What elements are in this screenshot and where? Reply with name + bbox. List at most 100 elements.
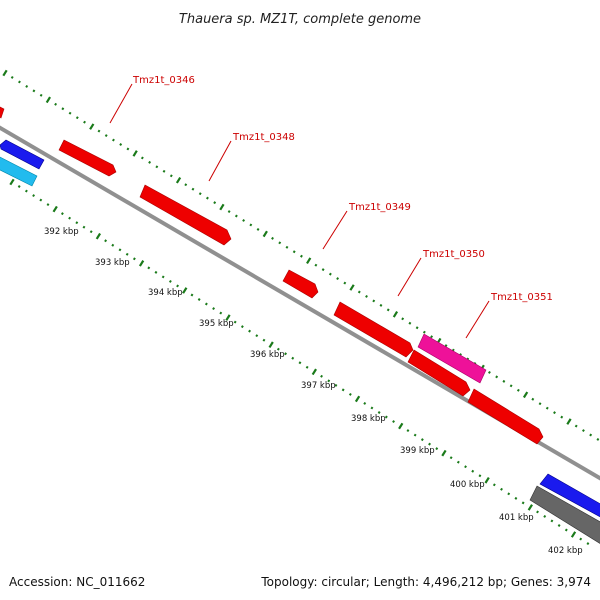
scale-major-tick [9,178,15,186]
scale-major-tick [2,69,8,77]
scale-minor-tick [386,308,390,312]
scale-minor-tick [148,160,152,164]
scale-minor-tick [370,406,374,410]
scale-minor-tick [464,465,467,469]
scale-minor-tick [363,401,367,405]
gene-leader-lines [109,83,490,339]
scale-minor-tick [509,384,513,388]
scale-minor-tick [336,277,340,281]
gene-feature-blue[interactable] [539,473,600,519]
scale-minor-tick [334,383,338,387]
scale-minor-tick [111,243,115,247]
gene-feature-red[interactable] [467,388,544,445]
scale-major-tick [306,257,312,264]
scale-minor-tick [413,433,417,437]
gene-feature-blue[interactable] [0,139,45,170]
gene-features [0,105,600,546]
scale-minor-tick [406,429,410,433]
gene-feature-red[interactable] [282,269,319,299]
scale-minor-tick [234,214,238,218]
scale-minor-tick [488,370,491,374]
scale-minor-tick [248,329,251,333]
scale-minor-tick [206,196,209,200]
gene-label[interactable]: Tmz1t_0348 [232,132,295,143]
gene-feature-cyan[interactable] [0,155,38,187]
scale-minor-tick [104,134,108,138]
scale-minor-tick [256,227,260,231]
scale-major-tick [349,284,355,291]
scale-major-tick [175,176,182,184]
gene-feature-red[interactable] [58,139,117,177]
kbp-label: 392 kbp [44,227,79,237]
gene-feature-red[interactable] [0,105,5,119]
gene-feature-red[interactable] [407,349,471,397]
map-title: Thauera sp. MZ1T, complete genome [179,12,421,27]
gene-feature-red[interactable] [139,184,232,246]
scale-minor-tick [415,326,419,330]
scale-minor-tick [132,257,136,261]
scale-minor-tick [249,223,253,227]
scale-major-tick [484,476,490,484]
scale-major-tick [522,391,529,399]
scale-minor-tick [495,375,499,379]
scale-major-tick [138,260,145,267]
scale-minor-tick [596,437,600,441]
scale-minor-tick [502,379,506,383]
gene-feature-magenta[interactable] [417,333,487,384]
scale-minor-tick [154,270,158,274]
scale-minor-tick [68,216,72,220]
gene-feature-red[interactable] [333,301,414,358]
scale-minor-tick [75,116,79,120]
scale-minor-tick [227,210,231,213]
gene-feature-gray[interactable] [529,485,600,546]
scale-minor-tick [184,183,188,187]
gene-label[interactable]: Tmz1t_0346 [132,75,195,86]
scale-minor-tick [119,143,123,146]
genome-summary-text: Topology: circular; Length: 4,496,212 bp… [260,575,591,589]
scale-major-tick [225,314,231,321]
scale-minor-tick [321,268,325,272]
scale-minor-tick [204,302,208,306]
scale-minor-tick [240,325,244,329]
scale-minor-tick [82,225,86,229]
scale-minor-tick [420,438,424,442]
scale-minor-tick [579,537,583,541]
scale-minor-tick [118,248,122,252]
scale-minor-tick [449,456,453,460]
scale-minor-tick [328,272,332,276]
gene-label[interactable]: Tmz1t_0349 [348,202,411,213]
scale-minor-tick [500,487,503,491]
kbp-label: 402 kbp [548,546,583,556]
scale-minor-tick [97,129,101,133]
scale-major-tick [566,418,572,425]
scale-major-tick [182,287,188,294]
scale-major-tick [132,150,138,157]
kbp-label: 396 kbp [250,350,285,360]
scale-minor-tick [155,165,159,169]
scale-minor-tick [284,352,287,356]
scale-minor-tick [262,338,266,342]
scale-minor-tick [545,406,549,410]
gene-label[interactable]: Tmz1t_0351 [490,292,553,303]
scale-minor-tick [543,514,547,518]
scale-major-tick [354,395,361,403]
scale-minor-tick [46,203,50,207]
kbp-label: 399 kbp [400,446,435,456]
scale-minor-tick [75,221,79,225]
gene-labels: Tmz1t_0346 Tmz1t_0348 Tmz1t_0349 Tmz1t_0… [132,75,553,303]
scale-minor-tick [61,107,65,111]
scale-minor-tick [32,89,36,93]
scale-minor-tick [125,252,129,256]
outer-scale-ring [2,69,600,441]
kbp-label: 394 kbp [148,288,183,298]
scale-major-tick [392,311,399,318]
scale-minor-tick [212,307,216,311]
scale-major-tick [398,422,404,430]
kbp-label: 395 kbp [199,319,234,329]
scale-minor-tick [372,299,376,303]
gene-label[interactable]: Tmz1t_0350 [422,249,485,260]
kbp-label: 397 kbp [301,381,336,391]
scale-minor-tick [305,365,309,369]
scale-minor-tick [422,330,426,334]
